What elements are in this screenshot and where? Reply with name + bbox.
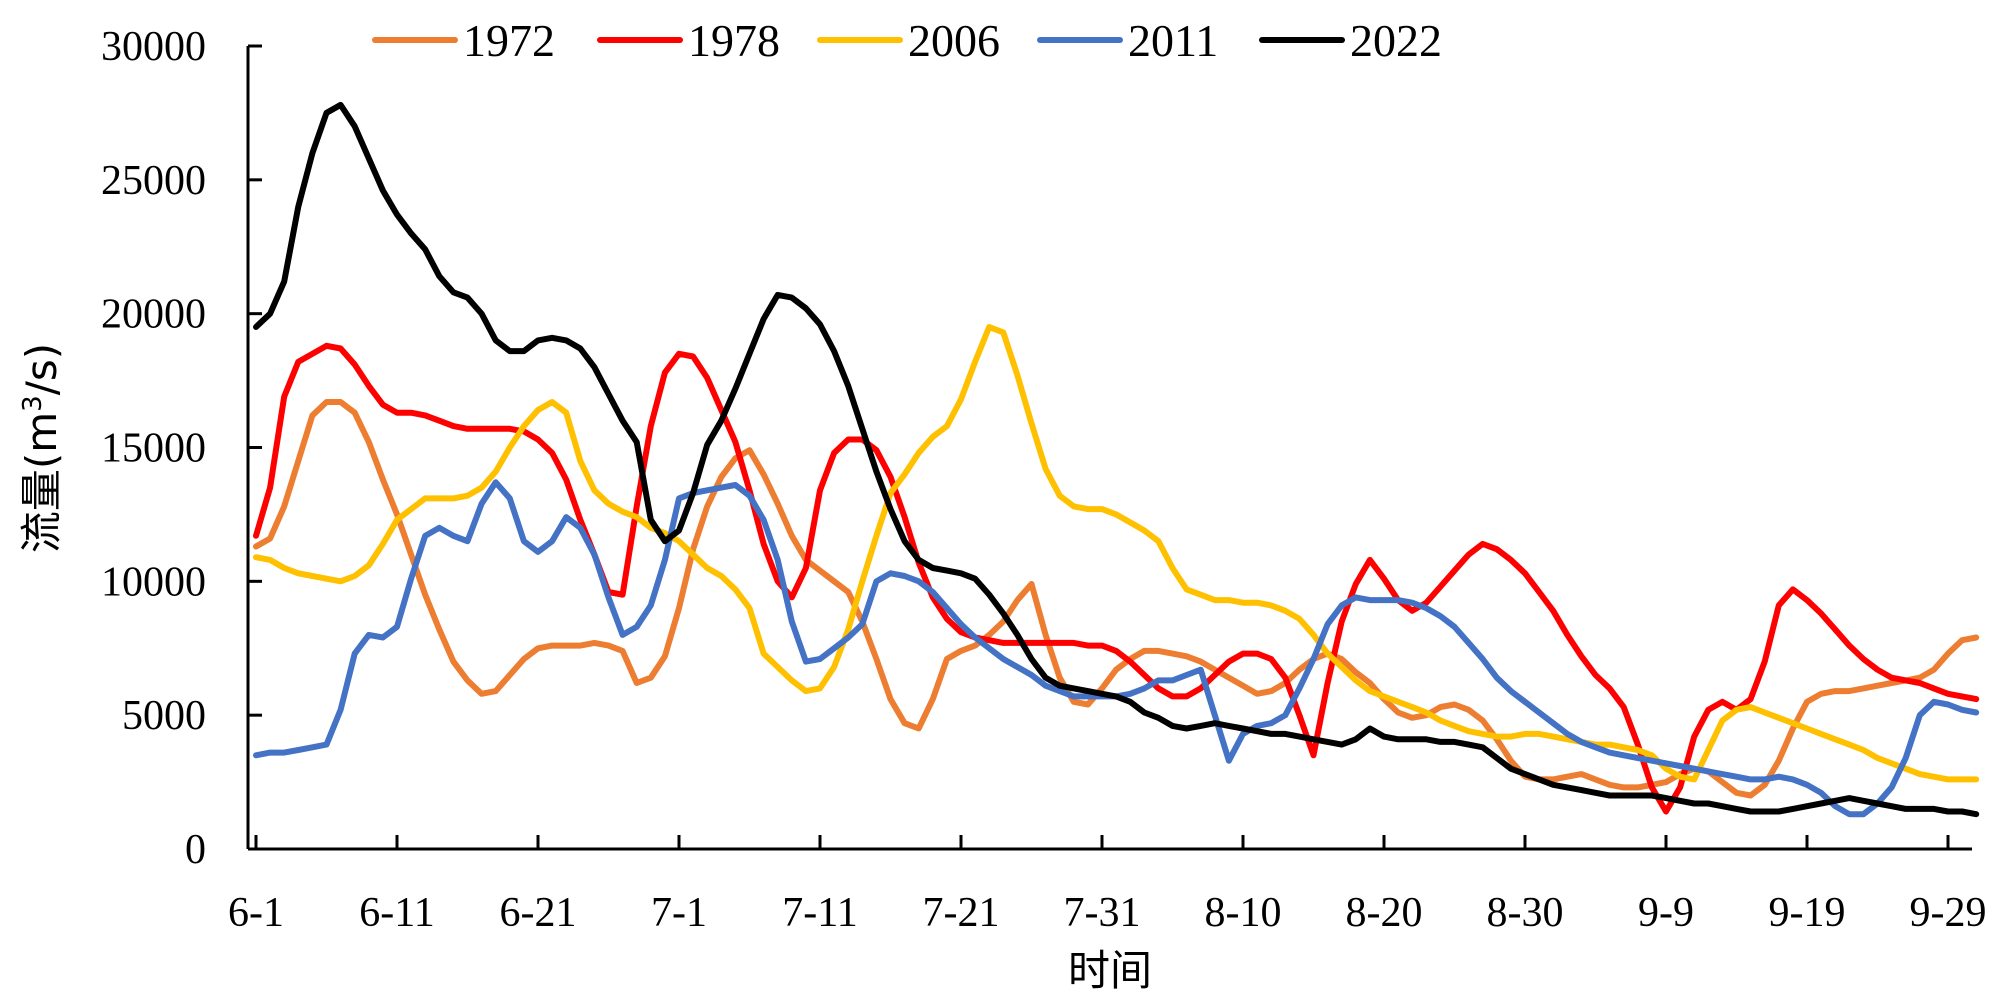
y-tick-label: 15000 [101,426,206,472]
legend: 1972 1978 2006 2011 2022 [372,15,1442,66]
x-tick-label: 7-21 [923,890,1000,936]
x-tick-label: 9-29 [1910,890,1987,936]
y-axis-title-tail: /s) [17,343,66,395]
x-tick-label: 8-30 [1487,890,1564,936]
series-line-1972 [253,399,1980,799]
legend-item-2022: 2022 [1259,15,1442,66]
y-tick-label: 25000 [101,158,206,204]
y-ticks: 0 5000 10000 15000 20000 25000 30000 [101,24,262,873]
series-line-2006 [253,324,1980,783]
series-line-2022 [253,101,1980,818]
legend-item-1978: 1978 [597,15,780,66]
legend-label: 2011 [1128,15,1218,66]
y-tick-label: 0 [185,827,206,873]
x-tick-label: 9-9 [1638,890,1694,936]
series-line-1978 [253,342,1980,815]
legend-item-2006: 2006 [817,15,1000,66]
x-tick-label: 8-20 [1346,890,1423,936]
legend-label: 2022 [1350,15,1442,66]
y-tick-label: 5000 [122,693,206,739]
series-layer [253,101,1980,818]
y-axis-title: 流量(m3/s) [17,343,66,553]
x-ticks: 6-1 6-11 6-21 7-1 7-11 7-21 7-31 8-10 8-20 8-30 9-… [228,835,1987,936]
legend-item-1972: 1972 [372,15,555,66]
y-tick-label: 30000 [101,24,206,70]
x-tick-label: 6-11 [359,890,434,936]
legend-label: 1972 [463,15,555,66]
x-tick-label: 6-1 [228,890,284,936]
x-tick-label: 6-21 [500,890,577,936]
legend-item-2011: 2011 [1037,15,1218,66]
legend-label: 2006 [908,15,1000,66]
x-tick-label: 8-10 [1205,890,1282,936]
x-tick-label: 7-31 [1064,890,1141,936]
x-axis-title: 时间 [1068,946,1152,995]
y-tick-label: 10000 [101,559,206,605]
legend-label: 1978 [688,15,780,66]
y-axis-title-sup: 3 [18,395,48,412]
x-tick-label: 7-11 [782,890,857,936]
x-tick-label: 7-1 [651,890,707,936]
y-tick-label: 20000 [101,292,206,338]
x-tick-label: 9-19 [1769,890,1846,936]
y-axis-title-main: 流量(m [17,412,66,553]
